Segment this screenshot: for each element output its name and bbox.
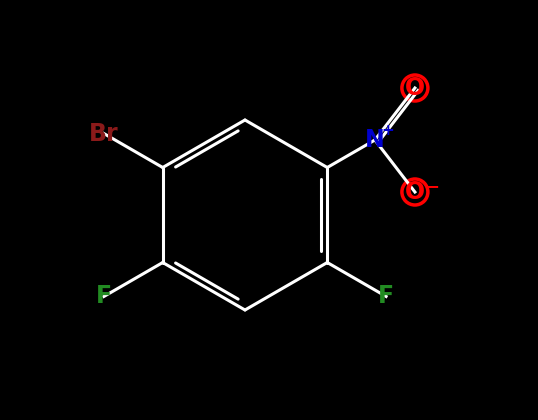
Text: F: F [96, 284, 112, 308]
Text: N: N [365, 128, 385, 152]
Text: O: O [405, 76, 425, 100]
Text: −: − [425, 177, 439, 195]
Text: F: F [378, 284, 394, 308]
Text: Br: Br [89, 121, 119, 146]
Text: +: + [381, 123, 394, 137]
Text: O: O [405, 180, 425, 204]
